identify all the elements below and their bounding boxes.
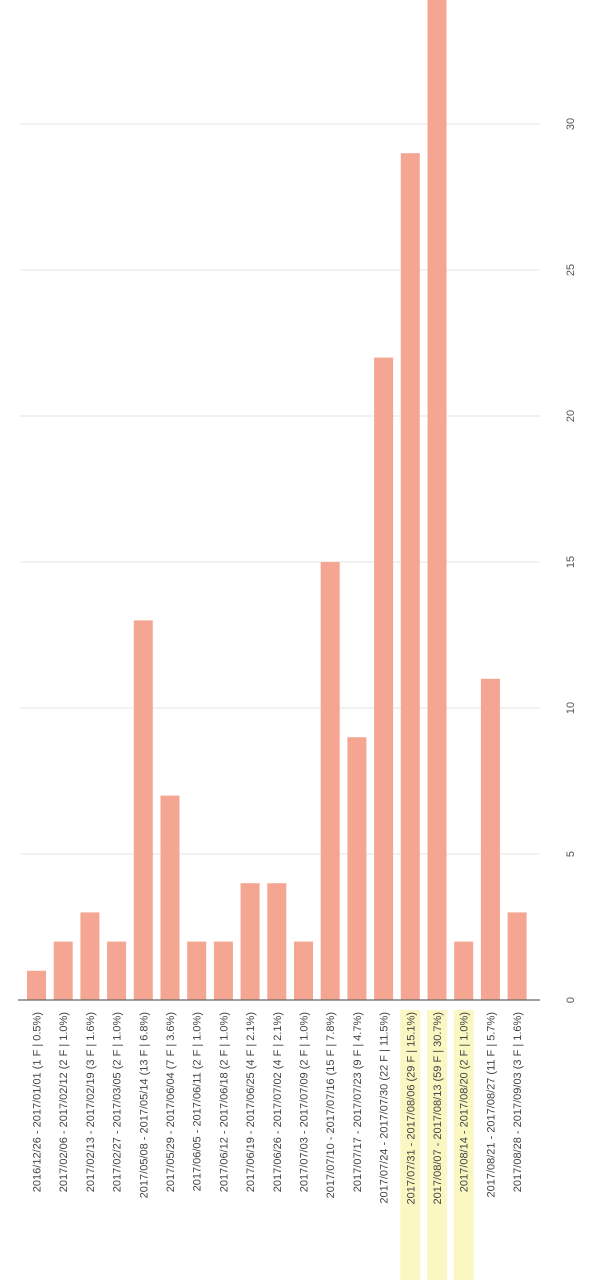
label-highlight bbox=[453, 1010, 474, 1280]
category-label: 2017/08/28 - 2017/09/03 (3 F | 1.6%) bbox=[512, 1012, 524, 1192]
category-label: 2017/07/03 - 2017/07/09 (2 F | 1.0%) bbox=[299, 1012, 311, 1192]
bar bbox=[454, 941, 474, 1000]
value-tick-label: 10 bbox=[565, 702, 577, 714]
category-label: 2017/07/24 - 2017/07/30 (22 F | 11.5%) bbox=[379, 1012, 391, 1204]
value-tick-label: 5 bbox=[565, 851, 577, 857]
bar bbox=[133, 620, 153, 1000]
bar bbox=[294, 941, 313, 1000]
label-highlight bbox=[427, 1010, 447, 1280]
value-tick-label: 15 bbox=[565, 556, 577, 568]
category-label: 2017/07/31 - 2017/08/06 (29 F | 15.1%) bbox=[405, 1012, 417, 1204]
bar bbox=[427, 0, 447, 1000]
category-label: 2017/08/14 - 2017/08/20 (2 F | 1.0%) bbox=[459, 1012, 471, 1192]
category-label: 2017/02/06 - 2017/02/12 (2 F | 1.0%) bbox=[58, 1012, 70, 1192]
category-label: 2017/06/19 - 2017/06/25 (4 F | 2.1%) bbox=[245, 1012, 257, 1192]
category-label: 2017/06/05 - 2017/06/11 (2 F | 1.0%) bbox=[192, 1012, 204, 1191]
category-label: 2017/05/29 - 2017/06/04 (7 F | 3.6%) bbox=[165, 1012, 177, 1192]
bars bbox=[27, 0, 527, 1001]
bar bbox=[267, 883, 287, 1000]
grid-lines bbox=[20, 123, 540, 855]
bar bbox=[27, 970, 46, 1000]
value-tick-label: 0 bbox=[565, 997, 577, 1003]
value-tick-label: 20 bbox=[565, 410, 577, 422]
bar bbox=[480, 678, 500, 1000]
bar bbox=[507, 912, 527, 1000]
value-tick-label: 25 bbox=[565, 264, 577, 276]
bar bbox=[53, 941, 73, 1000]
value-tick-labels: 05101520253035 bbox=[565, 118, 577, 1003]
category-label: 2017/08/07 - 2017/08/13 (59 F | 30.7%) bbox=[432, 1012, 444, 1204]
category-label: 2017/05/08 - 2017/05/14 (13 F | 6.8%) bbox=[138, 1012, 150, 1198]
bar bbox=[347, 737, 367, 1000]
category-label: 2017/07/10 - 2017/07/16 (15 F | 7.8%) bbox=[325, 1012, 337, 1198]
bar bbox=[80, 912, 100, 1000]
bar bbox=[213, 941, 233, 1000]
value-tick-label: 30 bbox=[565, 118, 577, 130]
bar bbox=[374, 357, 394, 1001]
bar bbox=[160, 795, 180, 1000]
label-highlights bbox=[400, 1010, 474, 1280]
category-label: 2017/02/27 - 2017/03/05 (2 F | 1.0%) bbox=[112, 1012, 124, 1192]
category-label: 2017/02/13 - 2017/02/19 (3 F | 1.6%) bbox=[85, 1012, 97, 1192]
bar bbox=[187, 941, 207, 1000]
category-label: 2017/06/12 - 2017/06/18 (2 F | 1.0%) bbox=[218, 1012, 230, 1192]
category-labels: 2016/12/26 - 2017/01/01 (1 F | 0.5%) 2017… bbox=[32, 1012, 525, 1204]
category-label: 2017/07/17 - 2017/07/23 (9 F | 4.7%) bbox=[352, 1012, 364, 1192]
bar bbox=[107, 941, 127, 1000]
category-label: 2017/08/21 - 2017/08/27 (11 F | 5.7%) bbox=[485, 1012, 497, 1198]
category-label: 2017/06/26 - 2017/07/02 (4 F | 2.1%) bbox=[272, 1012, 284, 1192]
category-label: 2016/12/26 - 2017/01/01 (1 F | 0.5%) bbox=[32, 1012, 44, 1192]
bar bbox=[400, 153, 420, 1000]
label-highlight bbox=[400, 1010, 421, 1280]
bar bbox=[320, 562, 340, 1000]
bar bbox=[240, 883, 260, 1000]
